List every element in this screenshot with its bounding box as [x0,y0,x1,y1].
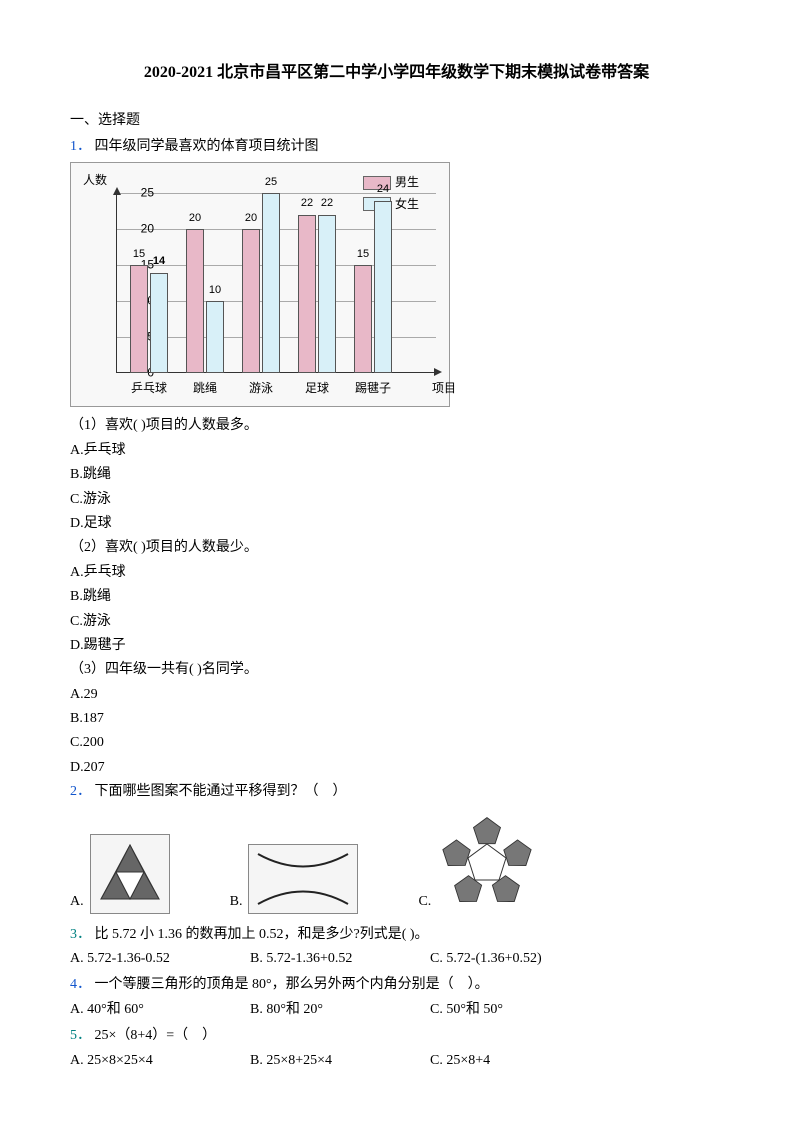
q5-number: 5． [70,1028,91,1043]
q5-optA: A. 25×8×25×4 [70,1050,250,1072]
q2-optB-label: B. [230,891,243,913]
q1-sub1-optC: C.游泳 [70,489,723,511]
q3-optA: A. 5.72-1.36-0.52 [70,948,250,970]
q3-number: 3． [70,927,91,942]
bar-value-label: 10 [203,282,227,300]
q1-sub2-optA: A.乒乓球 [70,562,723,584]
chart-ylabel: 人数 [83,171,107,190]
q1-sub1-optD: D.足球 [70,513,723,535]
y-tick-label: 20 [141,220,154,239]
q1-number: 1． [70,139,91,154]
bar [242,229,260,373]
q3-optB: B. 5.72-1.36+0.52 [250,948,430,970]
bar [150,273,168,374]
question-3: 3． 比 5.72 小 1.36 的数再加上 0.52，和是多少?列式是( )。 [70,924,723,946]
question-2: 2． 下面哪些图案不能通过平移得到？（ ） [70,781,723,803]
q2-optC-wrap: C. [418,814,537,914]
q1-sub3: （3）四年级一共有( )名同学。 [70,659,723,681]
bar [354,265,372,373]
q1-sub3-optD: D.207 [70,757,723,779]
bar [186,229,204,373]
q2-optC-image [437,814,537,914]
question-1: 1． 四年级同学最喜欢的体育项目统计图 [70,136,723,158]
bar [130,265,148,373]
q1-sub3-optB: B.187 [70,708,723,730]
q1-sub2: （2）喜欢( )项目的人数最少。 [70,537,723,559]
bar-value-label: 22 [315,195,339,213]
arrow-right-icon [434,368,442,376]
q5-optB: B. 25×8+25×4 [250,1050,430,1072]
q1-sub3-optC: C.200 [70,732,723,754]
q1-chart: 人数男生女生05101520251514乒乓球2010跳绳2025游泳2222足… [70,162,450,407]
x-category-label: 足球 [292,379,342,398]
q2-options-images: A. B. C. [70,814,723,914]
bar-value-label: 20 [183,210,207,228]
q2-optA-wrap: A. [70,834,170,914]
arrow-up-icon [113,187,121,195]
q1-sub2-optD: D.踢毽子 [70,635,723,657]
q1-sub2-optC: C.游泳 [70,611,723,633]
question-5: 5． 25×（8+4）=（ ） [70,1025,723,1047]
x-category-label: 跳绳 [180,379,230,398]
bar [206,301,224,373]
q1-sub3-optA: A.29 [70,684,723,706]
bar-value-label: 20 [239,210,263,228]
question-4: 4． 一个等腰三角形的顶角是 80°，那么另外两个内角分别是（ ）。 [70,974,723,996]
q4-optB: B. 80°和 20° [250,999,430,1021]
bar-value-label: 14 [147,253,171,271]
q4-optA: A. 40°和 60° [70,999,250,1021]
section-header: 一、选择题 [70,110,723,132]
q2-optC-label: C. [418,891,431,913]
q2-number: 2． [70,784,91,799]
q5-options: A. 25×8×25×4 B. 25×8+25×4 C. 25×8+4 [70,1050,723,1072]
bar [318,215,336,373]
q2-text: 下面哪些图案不能通过平移得到？（ ） [95,784,347,799]
q3-options: A. 5.72-1.36-0.52 B. 5.72-1.36+0.52 C. 5… [70,948,723,970]
q4-optC: C. 50°和 50° [430,999,503,1021]
q2-optA-label: A. [70,891,84,913]
x-category-label: 踢毽子 [348,379,398,398]
chart-plot: 05101520251514乒乓球2010跳绳2025游泳2222足球1524踢… [116,193,436,373]
y-axis [116,193,117,373]
legend-label: 男生 [395,173,419,192]
q2-optB-image [248,844,358,914]
bar-value-label: 15 [351,246,375,264]
bar-value-label: 25 [259,174,283,192]
q2-optB-wrap: B. [230,844,359,914]
q5-text: 25×（8+4）=（ ） [95,1028,217,1043]
bar [374,201,392,374]
q3-optC: C. 5.72-(1.36+0.52) [430,948,542,970]
bar-value-label: 24 [371,181,395,199]
y-tick-label: 25 [141,184,154,203]
bar [298,215,316,373]
q5-optC: C. 25×8+4 [430,1050,490,1072]
q1-sub1-optA: A.乒乓球 [70,440,723,462]
q4-options: A. 40°和 60° B. 80°和 20° C. 50°和 50° [70,999,723,1021]
q1-sub1: （1）喜欢( )项目的人数最多。 [70,415,723,437]
x-category-label: 游泳 [236,379,286,398]
q1-sub1-optB: B.跳绳 [70,464,723,486]
q2-optA-image [90,834,170,914]
q1-sub2-optB: B.跳绳 [70,586,723,608]
chart-xlabel: 项目 [432,379,456,398]
q3-text: 比 5.72 小 1.36 的数再加上 0.52，和是多少?列式是( )。 [95,927,429,942]
q1-text: 四年级同学最喜欢的体育项目统计图 [95,139,319,154]
bar [262,193,280,373]
x-category-label: 乒乓球 [124,379,174,398]
q4-number: 4． [70,977,91,992]
q4-text: 一个等腰三角形的顶角是 80°，那么另外两个内角分别是（ ）。 [95,977,489,992]
page-title: 2020-2021 北京市昌平区第二中学小学四年级数学下期末模拟试卷带答案 [70,60,723,86]
